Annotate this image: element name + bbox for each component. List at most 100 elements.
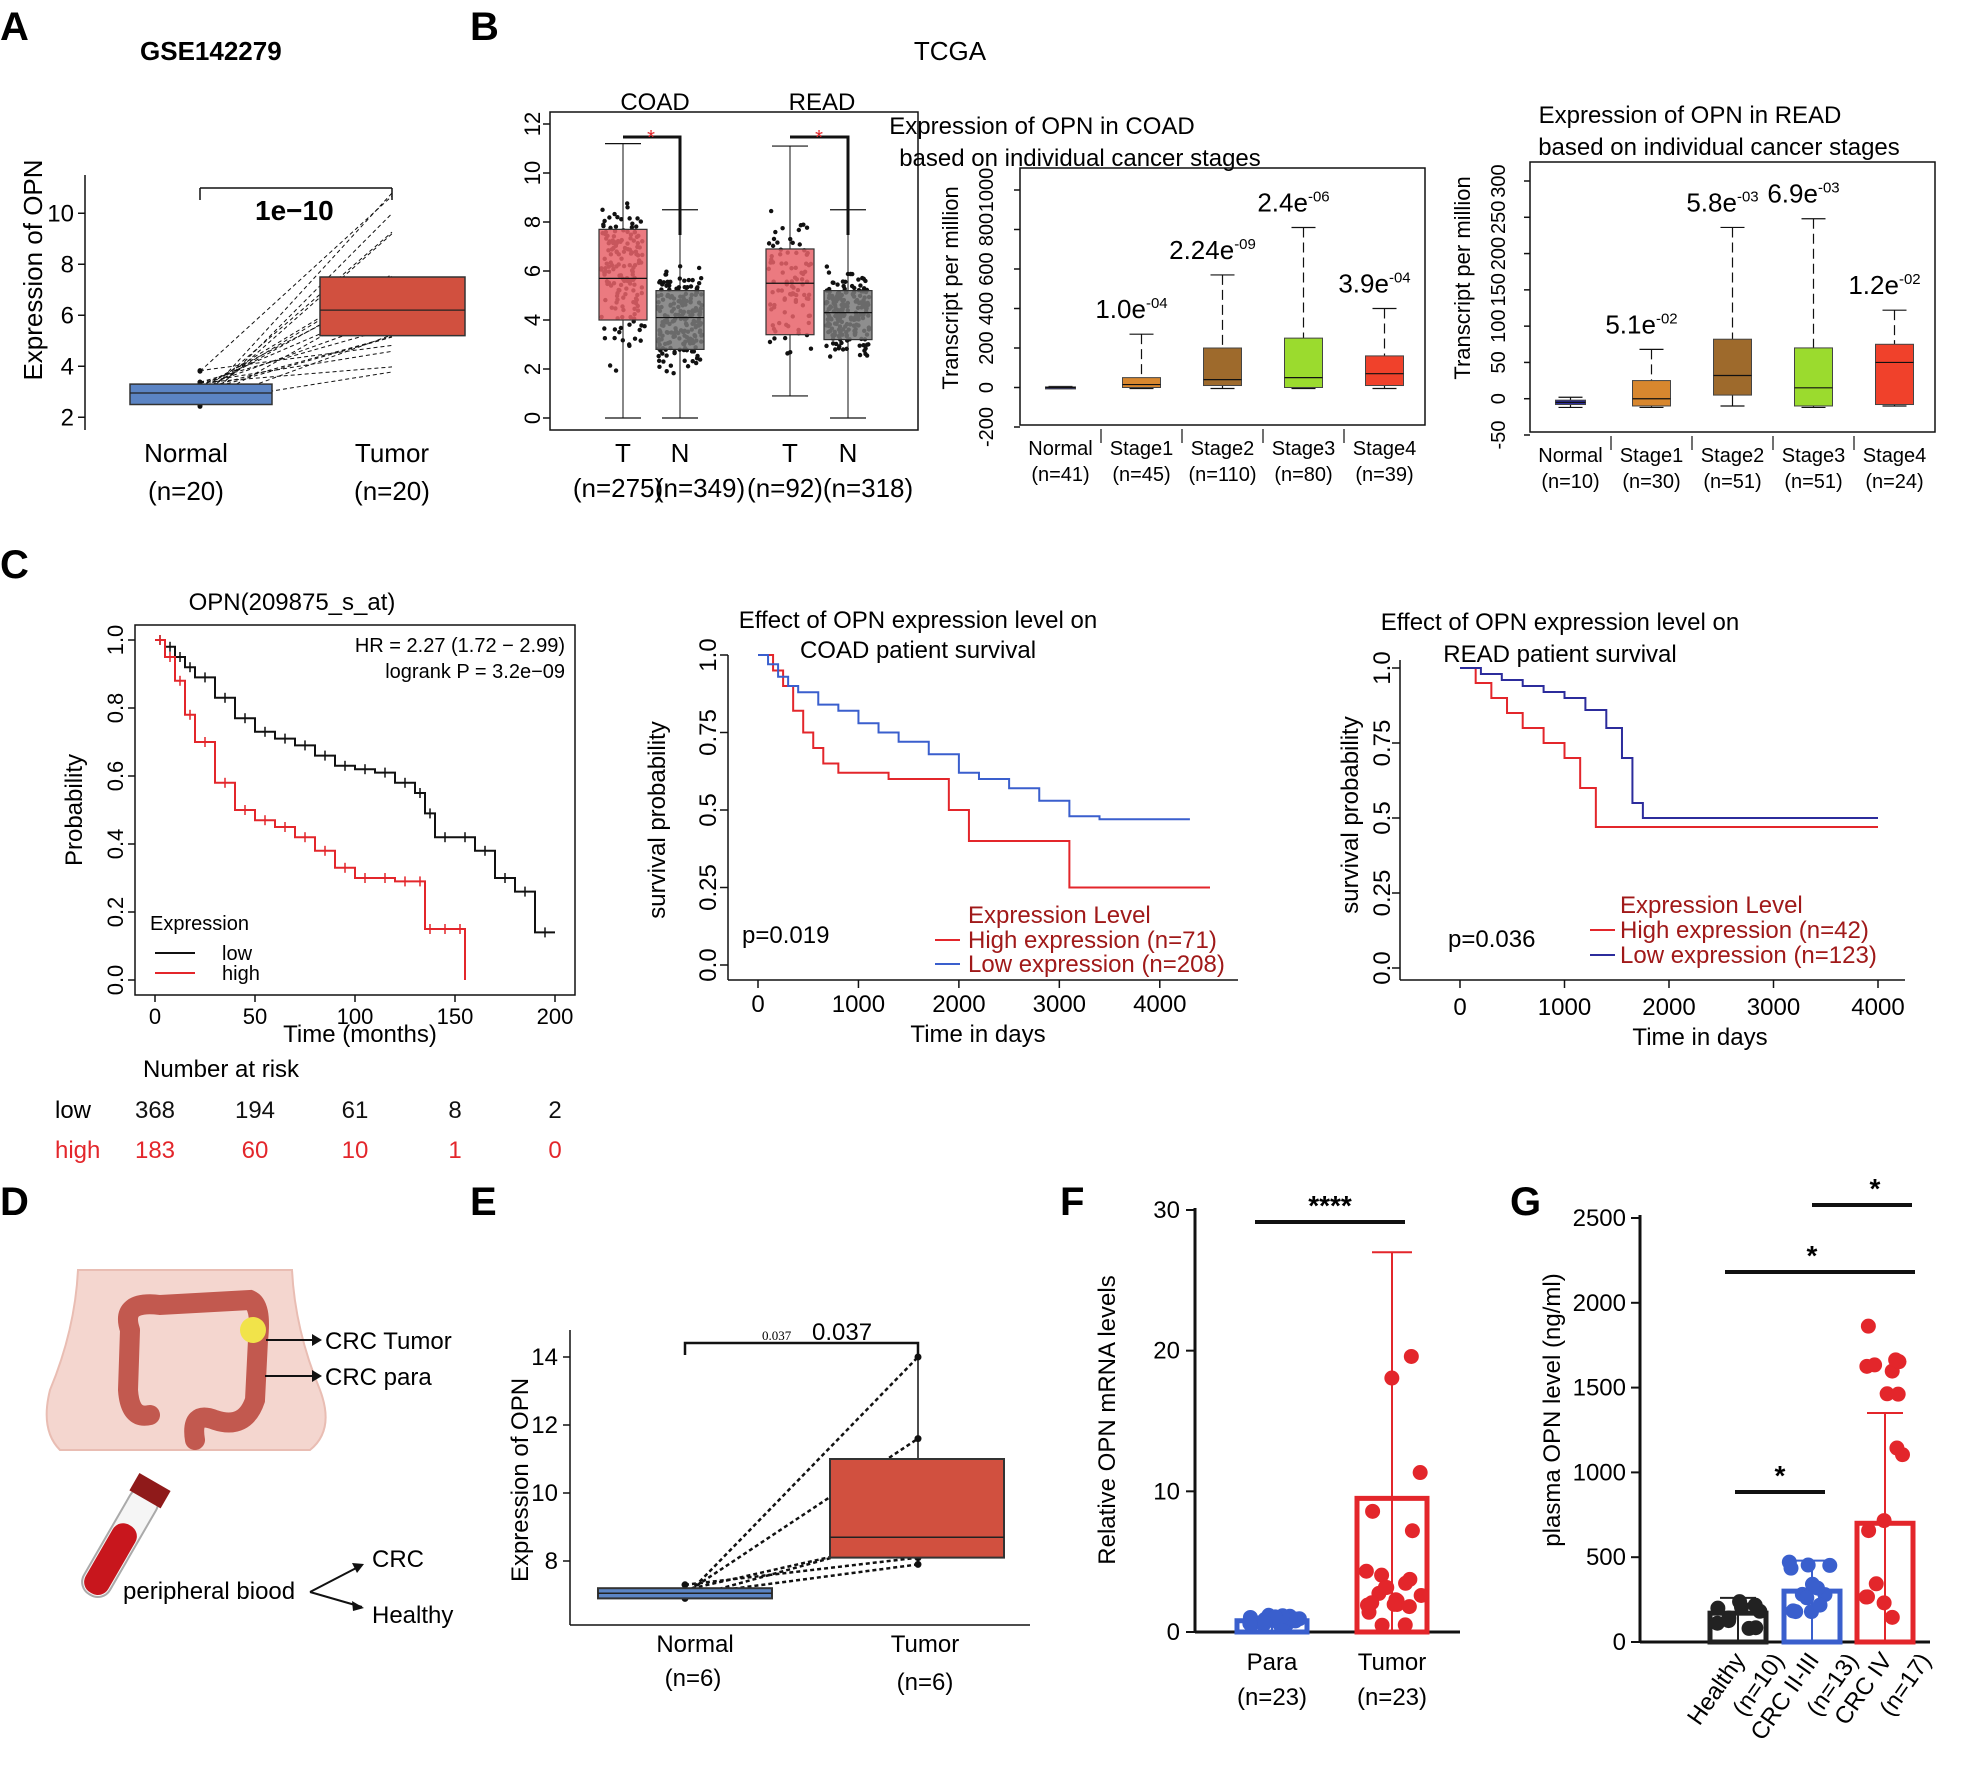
chart-b1-point bbox=[824, 343, 829, 349]
label-peripheral-blood: peripheral biood bbox=[123, 1578, 295, 1605]
stage-n: (n=24) bbox=[1865, 471, 1923, 493]
chart-g-point bbox=[1785, 1603, 1801, 1619]
stage-xlabel: Stage1 bbox=[1110, 438, 1173, 460]
chart-g-ytick: 0 bbox=[1613, 1629, 1626, 1656]
chart-b1-ytick: 6 bbox=[520, 265, 545, 277]
chart-c2-ytick: 1.0 bbox=[695, 638, 722, 671]
chart-b1-point bbox=[833, 347, 838, 352]
chart-c1-xtick: 0 bbox=[149, 1004, 161, 1029]
chart-b1-point bbox=[772, 336, 777, 341]
chart-b1-n: (n=92) bbox=[747, 473, 823, 503]
chart-c1-title: OPN(209875_s_at) bbox=[189, 589, 396, 616]
chart-a-ytick: 6 bbox=[61, 302, 74, 329]
stage-xlabel: Stage4 bbox=[1353, 438, 1416, 460]
chart-b1-point bbox=[863, 351, 868, 357]
chart-e-xlabel-normal: Normal bbox=[656, 1631, 733, 1658]
chart-f-ytick: 20 bbox=[1153, 1338, 1180, 1365]
chart-c2-title-1: Effect of OPN expression level on bbox=[739, 607, 1097, 634]
stage-ytick: 100 bbox=[1488, 309, 1510, 342]
chart-g-ytick: 2500 bbox=[1573, 1205, 1626, 1232]
panel-b3: Expression of OPN in READ based on indiv… bbox=[1450, 102, 1936, 493]
chart-c3-ylabel: survival probability bbox=[1337, 716, 1364, 913]
chart-c1-xtick: 50 bbox=[243, 1004, 267, 1029]
stage-xlabel: Normal bbox=[1538, 445, 1602, 467]
stage-pvalue: 5.8e-03 bbox=[1686, 187, 1758, 217]
chart-c2-xtick: 1000 bbox=[832, 991, 885, 1018]
chart-b1-point bbox=[630, 221, 635, 226]
stage-n: (n=80) bbox=[1274, 464, 1332, 486]
risk-cell: 1 bbox=[448, 1137, 461, 1164]
chart-b1-point bbox=[612, 211, 617, 217]
chart-c3-xtick: 3000 bbox=[1747, 994, 1800, 1021]
chart-b1-xlabel: T bbox=[782, 438, 798, 468]
panel-f: 0 10 20 30 **** Relative OPN mRNA levels Pa… bbox=[1094, 1190, 1460, 1711]
panel-a: GSE142279 Expression of OPN 2 4 6 8 10 1e−10… bbox=[18, 36, 466, 506]
stage-n: (n=51) bbox=[1703, 471, 1761, 493]
chart-b1-point bbox=[798, 223, 804, 228]
chart-c2-xtick: 3000 bbox=[1033, 991, 1086, 1018]
chart-f-point bbox=[1402, 1571, 1418, 1587]
chart-b1-point bbox=[602, 218, 607, 224]
chart-c3-legend-title: Expression Level bbox=[1620, 892, 1803, 919]
chart-b1-point bbox=[602, 326, 607, 331]
panel-c1: OPN(209875_s_at) 0 50 100 150 2000.00.20.40.… bbox=[55, 589, 576, 1164]
chart-a-pair-line bbox=[199, 327, 393, 383]
chart-g-point bbox=[1868, 1576, 1884, 1592]
chart-f-point bbox=[1386, 1596, 1402, 1612]
chart-b1-point bbox=[790, 240, 795, 246]
chart-b1-point bbox=[612, 327, 618, 332]
chart-g-point bbox=[1752, 1603, 1768, 1619]
chart-g-point bbox=[1800, 1557, 1816, 1573]
panel-c3: Effect of OPN expression level on READ p… bbox=[1337, 609, 1905, 1051]
chart-e-ytick: 8 bbox=[545, 1548, 558, 1575]
risk-cell: 8 bbox=[448, 1097, 461, 1124]
chart-b1-point bbox=[627, 322, 632, 327]
risk-cell: 10 bbox=[342, 1137, 369, 1164]
chart-g-point bbox=[1721, 1613, 1737, 1629]
chart-g-sig-3: * bbox=[1870, 1173, 1881, 1204]
chart-b1-point bbox=[638, 338, 643, 343]
chart-b1-point bbox=[638, 219, 644, 224]
chart-b1-ytick: 0 bbox=[520, 412, 545, 424]
stage-pvalue: 2.24e-09 bbox=[1169, 235, 1256, 265]
stage-n: (n=51) bbox=[1784, 471, 1842, 493]
chart-c1-legend-high: high bbox=[222, 963, 260, 985]
panel-g: 0 500 1000 1500 2000 2500 * * * plasma OPN le… bbox=[1539, 1173, 1937, 1745]
chart-b1-point bbox=[768, 208, 774, 214]
chart-c1-ytick: 1.0 bbox=[103, 625, 128, 656]
chart-b1-point bbox=[849, 283, 855, 289]
chart-f-ylabel: Relative OPN mRNA levels bbox=[1094, 1275, 1121, 1564]
chart-c3-xtick: 0 bbox=[1453, 994, 1466, 1021]
chart-b1-point bbox=[863, 346, 868, 351]
risk-cell: 2 bbox=[548, 1097, 561, 1124]
chart-a-xlabel-normal: Normal bbox=[144, 438, 228, 468]
chart-c3-title-1: Effect of OPN expression level on bbox=[1381, 609, 1739, 636]
chart-b1-sig-coad: * bbox=[647, 127, 655, 149]
chart-g-ytick: 2000 bbox=[1573, 1290, 1626, 1317]
chart-c2-xtick: 0 bbox=[751, 991, 764, 1018]
chart-g-point bbox=[1783, 1560, 1799, 1576]
chart-b1-point bbox=[664, 369, 669, 374]
stage-pvalue: 1.0e-04 bbox=[1095, 294, 1167, 324]
chart-f-point bbox=[1242, 1616, 1258, 1632]
chart-c3-ytick: 0.5 bbox=[1369, 801, 1396, 834]
chart-c3-ytick: 0.25 bbox=[1369, 870, 1396, 917]
chart-b1-point bbox=[627, 216, 632, 221]
chart-g-point bbox=[1888, 1352, 1904, 1368]
chart-b1-point bbox=[663, 272, 669, 277]
chart-f-xlabel-para: Para bbox=[1247, 1649, 1298, 1676]
stage-ytick: 800 bbox=[976, 213, 998, 246]
chart-c3-title-2: READ patient survival bbox=[1443, 641, 1676, 668]
chart-b1-point bbox=[840, 347, 846, 352]
chart-b1-point bbox=[613, 368, 619, 373]
chart-g-point bbox=[1822, 1557, 1838, 1573]
chart-f-point bbox=[1404, 1523, 1420, 1539]
chart-b1-point bbox=[857, 352, 863, 358]
chart-f-xlabel-tumor: Tumor bbox=[1358, 1649, 1426, 1676]
chart-a-pair-line bbox=[199, 195, 393, 372]
chart-a-title: GSE142279 bbox=[140, 36, 282, 66]
chart-c2-legend-high: High expression (n=71) bbox=[968, 927, 1217, 954]
chart-b1-box bbox=[598, 228, 648, 321]
risk-cell: 183 bbox=[135, 1137, 175, 1164]
chart-b1-point bbox=[688, 284, 694, 289]
